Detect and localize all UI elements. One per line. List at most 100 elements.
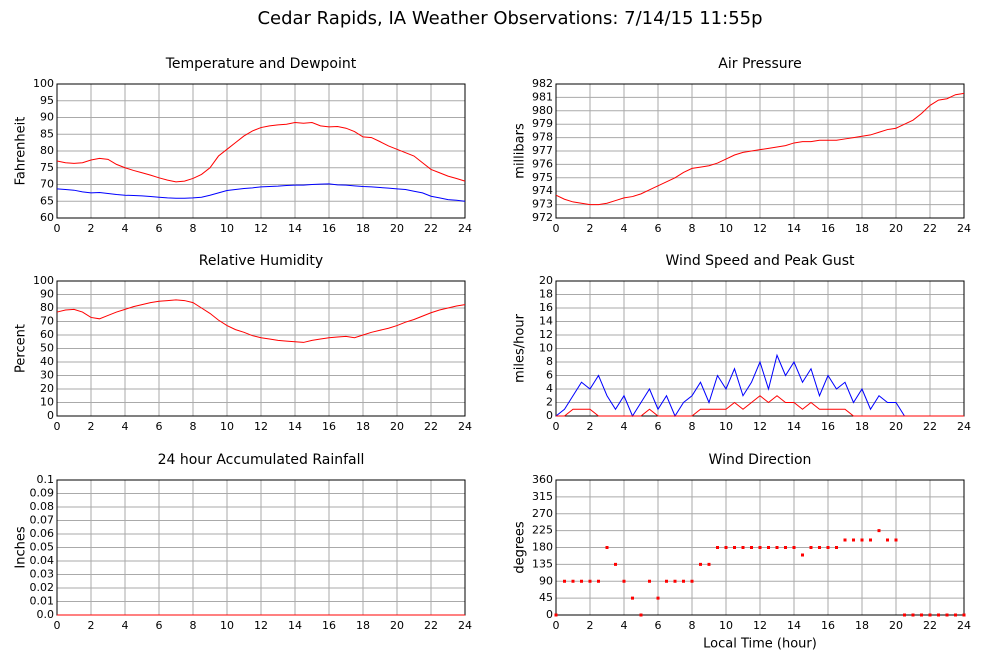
- data-point: [928, 613, 932, 617]
- y-tick-label: 90: [539, 574, 553, 587]
- plot-frame: [555, 83, 965, 219]
- data-point: [631, 596, 634, 600]
- y-tick-label: 0.1: [37, 473, 55, 486]
- data-point: [682, 579, 685, 583]
- data-point: [877, 529, 881, 533]
- y-tick-label: 30: [40, 369, 54, 382]
- y-tick-label: 982: [532, 77, 553, 90]
- x-tick-label: 10: [719, 420, 733, 433]
- y-tick-label: 65: [40, 194, 54, 207]
- y-tick-label: 0.02: [30, 581, 55, 594]
- x-tick-label: 12: [753, 619, 767, 632]
- data-point: [639, 613, 643, 617]
- y-tick-label: 4: [546, 382, 553, 395]
- y-tick-label: 70: [40, 178, 54, 191]
- data-line: [56, 299, 466, 343]
- plot-frame: [555, 280, 965, 417]
- y-tick-label: 977: [532, 144, 553, 157]
- data-point: [835, 546, 838, 549]
- data-point: [554, 613, 558, 617]
- y-tick-label: 70: [40, 315, 54, 328]
- x-tick-label: 16: [821, 222, 835, 235]
- x-tick-label: 0: [553, 222, 560, 235]
- data-line: [555, 353, 964, 418]
- data-point: [605, 546, 609, 549]
- y-tick-label: 95: [40, 94, 54, 107]
- x-tick-label: 22: [923, 619, 937, 632]
- x-tick-label: 6: [156, 420, 163, 433]
- data-point: [690, 579, 694, 583]
- data-point: [588, 579, 592, 583]
- x-tick-label: 6: [156, 619, 163, 632]
- x-tick-label: 18: [855, 420, 869, 433]
- x-tick-label: 16: [322, 420, 336, 433]
- x-tick-label: 24: [458, 619, 472, 632]
- data-point: [648, 579, 651, 583]
- x-tick-label: 12: [753, 222, 767, 235]
- y-axis-label: degrees: [513, 521, 528, 574]
- y-tick-label: 12: [539, 328, 553, 341]
- data-point: [860, 538, 864, 542]
- x-tick-label: 20: [390, 619, 404, 632]
- x-tick-label: 16: [322, 619, 336, 632]
- data-point: [656, 596, 660, 600]
- y-tick-label: 315: [532, 490, 553, 503]
- y-axis-label: miles/hour: [513, 313, 528, 382]
- x-tick-label: 20: [390, 420, 404, 433]
- y-tick-label: 980: [532, 104, 553, 117]
- x-tick-label: 0: [54, 619, 61, 632]
- x-tick-label: 20: [889, 619, 903, 632]
- x-tick-label: 12: [254, 222, 268, 235]
- x-tick-label: 2: [587, 619, 594, 632]
- x-tick-label: 22: [424, 420, 438, 433]
- x-tick-label: 20: [390, 222, 404, 235]
- x-tick-label: 8: [689, 619, 696, 632]
- y-tick-label: 10: [40, 396, 54, 409]
- x-tick-label: 4: [621, 619, 628, 632]
- x-tick-label: 6: [655, 619, 662, 632]
- x-tick-label: 2: [587, 222, 594, 235]
- x-tick-label: 18: [855, 619, 869, 632]
- x-tick-label: 18: [356, 619, 370, 632]
- y-tick-label: 10: [539, 342, 553, 355]
- y-tick-label: 40: [40, 355, 54, 368]
- x-tick-label: 16: [821, 420, 835, 433]
- data-point: [741, 546, 745, 549]
- x-tick-label: 10: [220, 420, 234, 433]
- panel-title: Temperature and Dewpoint: [165, 56, 357, 72]
- y-tick-label: 60: [40, 328, 54, 341]
- x-tick-label: 2: [587, 420, 594, 433]
- data-point: [784, 546, 787, 549]
- x-tick-label: 8: [190, 420, 197, 433]
- y-tick-label: 90: [40, 111, 54, 124]
- y-tick-label: 20: [40, 382, 54, 395]
- y-axis-label: millibars: [513, 123, 528, 179]
- y-tick-label: 0.03: [30, 568, 55, 581]
- data-line: [556, 395, 964, 417]
- x-tick-label: 6: [655, 420, 662, 433]
- x-tick-label: 14: [787, 619, 801, 632]
- data-point: [869, 538, 872, 542]
- x-axis-label: Local Time (hour): [703, 637, 817, 652]
- data-point: [699, 562, 702, 566]
- x-tick-label: 12: [254, 420, 268, 433]
- x-tick-label: 0: [553, 619, 560, 632]
- data-point: [920, 613, 923, 617]
- y-tick-label: 100: [33, 77, 54, 90]
- x-tick-label: 2: [88, 222, 95, 235]
- x-tick-label: 6: [156, 222, 163, 235]
- x-tick-label: 22: [923, 420, 937, 433]
- y-tick-label: 0.01: [30, 595, 55, 608]
- y-tick-label: 0.06: [30, 527, 55, 540]
- y-tick-label: 60: [40, 211, 54, 224]
- x-tick-label: 4: [122, 420, 129, 433]
- y-axis-label: Percent: [14, 324, 29, 373]
- x-tick-label: 18: [855, 222, 869, 235]
- x-tick-label: 0: [54, 222, 61, 235]
- x-tick-label: 12: [254, 619, 268, 632]
- y-tick-label: 135: [532, 557, 553, 570]
- plot-frame: [56, 83, 466, 219]
- y-tick-label: 270: [532, 507, 553, 520]
- y-tick-label: 975: [532, 171, 553, 184]
